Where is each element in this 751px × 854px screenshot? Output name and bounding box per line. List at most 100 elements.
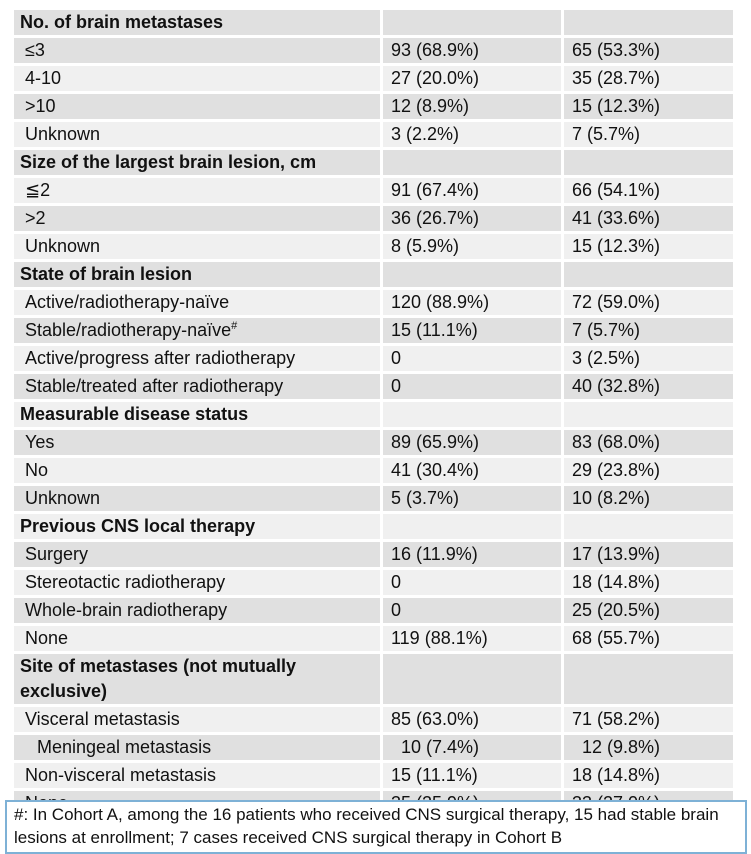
row-label-cell: >10: [14, 94, 380, 119]
row-label-cell: Site of metastases (not mutually exclusi…: [14, 654, 380, 704]
cohort-a-cell: 0: [383, 374, 561, 399]
row-label-cell: Unknown: [14, 234, 380, 259]
cohort-b-cell: 72 (59.0%): [564, 290, 733, 315]
cohort-a-cell: 16 (11.9%): [383, 542, 561, 567]
cohort-a-cell: 36 (26.7%): [383, 206, 561, 231]
footnote-marker: #: [231, 320, 238, 332]
row-label-cell: Active/radiotherapy-naïve: [14, 290, 380, 315]
cohort-b-cell: 7 (5.7%): [564, 122, 733, 147]
cohort-b-cell: 41 (33.6%): [564, 206, 733, 231]
cohort-a-cell: 27 (20.0%): [383, 66, 561, 91]
cohort-b-cell: 68 (55.7%): [564, 626, 733, 651]
row-label-cell: Stable/radiotherapy-naïve#: [14, 318, 380, 343]
cohort-a-cell: [383, 262, 561, 287]
cohort-a-cell: 5 (3.7%): [383, 486, 561, 511]
cohort-b-cell: 15 (12.3%): [564, 234, 733, 259]
table-row: No 41 (30.4%) 29 (23.8%): [14, 458, 733, 483]
row-label-cell: 4-10: [14, 66, 380, 91]
row-label-cell: Unknown: [14, 122, 380, 147]
cohort-a-cell: 0: [383, 598, 561, 623]
cohort-a-cell: 41 (30.4%): [383, 458, 561, 483]
cohort-b-cell: 71 (58.2%): [564, 707, 733, 732]
cohort-a-cell: 120 (88.9%): [383, 290, 561, 315]
table-row: Unknown 3 (2.2%) 7 (5.7%): [14, 122, 733, 147]
table-row: Unknown 5 (3.7%) 10 (8.2%): [14, 486, 733, 511]
table-row: 4-10 27 (20.0%) 35 (28.7%): [14, 66, 733, 91]
cohort-b-cell: 25 (20.5%): [564, 598, 733, 623]
cohort-a-cell: 89 (65.9%): [383, 430, 561, 455]
row-label-cell: Meningeal metastasis: [14, 735, 380, 760]
characteristics-table: No. of brain metastases ≤3 93 (68.9%) 65 (5…: [11, 7, 736, 819]
row-label-cell: Whole-brain radiotherapy: [14, 598, 380, 623]
table-section-row: Size of the largest brain lesion, cm: [14, 150, 733, 175]
footnote-box: #: In Cohort A, among the 16 patients wh…: [5, 800, 747, 854]
cohort-b-cell: 35 (28.7%): [564, 66, 733, 91]
row-label-cell: Non-visceral metastasis: [14, 763, 380, 788]
row-label-cell: Surgery: [14, 542, 380, 567]
cohort-a-cell: 91 (67.4%): [383, 178, 561, 203]
table-row: Yes 89 (65.9%) 83 (68.0%): [14, 430, 733, 455]
row-label-cell: Size of the largest brain lesion, cm: [14, 150, 380, 175]
cohort-a-cell: [383, 150, 561, 175]
table-row: Whole-brain radiotherapy 0 25 (20.5%): [14, 598, 733, 623]
cohort-b-cell: 12 (9.8%): [564, 735, 733, 760]
row-label-cell: No. of brain metastases: [14, 10, 380, 35]
row-label-cell: State of brain lesion: [14, 262, 380, 287]
cohort-a-cell: 15 (11.1%): [383, 763, 561, 788]
table-row: ≤3 93 (68.9%) 65 (53.3%): [14, 38, 733, 63]
table-row: None 119 (88.1%) 68 (55.7%): [14, 626, 733, 651]
table-section-row: Previous CNS local therapy: [14, 514, 733, 539]
cohort-a-cell: 0: [383, 570, 561, 595]
cohort-a-cell: 12 (8.9%): [383, 94, 561, 119]
table-row: Stable/treated after radiotherapy 0 40 (32…: [14, 374, 733, 399]
cohort-b-cell: [564, 262, 733, 287]
cohort-a-cell: 3 (2.2%): [383, 122, 561, 147]
table-row: >2 36 (26.7%) 41 (33.6%): [14, 206, 733, 231]
row-label-cell: ≦2: [14, 178, 380, 203]
cohort-a-cell: [383, 654, 561, 704]
row-label-cell: Previous CNS local therapy: [14, 514, 380, 539]
row-label-cell: Active/progress after radiotherapy: [14, 346, 380, 371]
row-label-cell: ≤3: [14, 38, 380, 63]
cohort-b-cell: 29 (23.8%): [564, 458, 733, 483]
table-row: Unknown 8 (5.9%) 15 (12.3%): [14, 234, 733, 259]
cohort-b-cell: [564, 150, 733, 175]
row-label-cell: Stable/treated after radiotherapy: [14, 374, 380, 399]
table-row: Meningeal metastasis 10 (7.4%) 12 (9.8%): [14, 735, 733, 760]
cohort-b-cell: 3 (2.5%): [564, 346, 733, 371]
row-label-cell: Measurable disease status: [14, 402, 380, 427]
cohort-a-cell: 15 (11.1%): [383, 318, 561, 343]
cohort-b-cell: 17 (13.9%): [564, 542, 733, 567]
cohort-a-cell: [383, 402, 561, 427]
cohort-b-cell: [564, 10, 733, 35]
cohort-b-cell: [564, 402, 733, 427]
table-row: ≦2 91 (67.4%) 66 (54.1%): [14, 178, 733, 203]
table-section-row: No. of brain metastases: [14, 10, 733, 35]
cohort-a-cell: [383, 514, 561, 539]
cohort-a-cell: 0: [383, 346, 561, 371]
table-row: Stable/radiotherapy-naïve# 15 (11.1%) 7 (5…: [14, 318, 733, 343]
cohort-a-cell: [383, 10, 561, 35]
cohort-b-cell: 40 (32.8%): [564, 374, 733, 399]
cohort-b-cell: [564, 514, 733, 539]
table-row: Active/progress after radiotherapy 0 3 (2.…: [14, 346, 733, 371]
table-section-row: State of brain lesion: [14, 262, 733, 287]
cohort-a-cell: 119 (88.1%): [383, 626, 561, 651]
cohort-b-cell: [564, 654, 733, 704]
cohort-a-cell: 85 (63.0%): [383, 707, 561, 732]
cohort-b-cell: 15 (12.3%): [564, 94, 733, 119]
footnote-text: #: In Cohort A, among the 16 patients wh…: [14, 805, 719, 847]
cohort-b-cell: 83 (68.0%): [564, 430, 733, 455]
cohort-b-cell: 65 (53.3%): [564, 38, 733, 63]
row-label-cell: >2: [14, 206, 380, 231]
cohort-b-cell: 66 (54.1%): [564, 178, 733, 203]
cohort-b-cell: 10 (8.2%): [564, 486, 733, 511]
row-label-cell: No: [14, 458, 380, 483]
cohort-a-cell: 93 (68.9%): [383, 38, 561, 63]
cohort-a-cell: 10 (7.4%): [383, 735, 561, 760]
row-label-cell: Visceral metastasis: [14, 707, 380, 732]
table-row: Surgery 16 (11.9%) 17 (13.9%): [14, 542, 733, 567]
table-section-row: Measurable disease status: [14, 402, 733, 427]
cohort-b-cell: 7 (5.7%): [564, 318, 733, 343]
